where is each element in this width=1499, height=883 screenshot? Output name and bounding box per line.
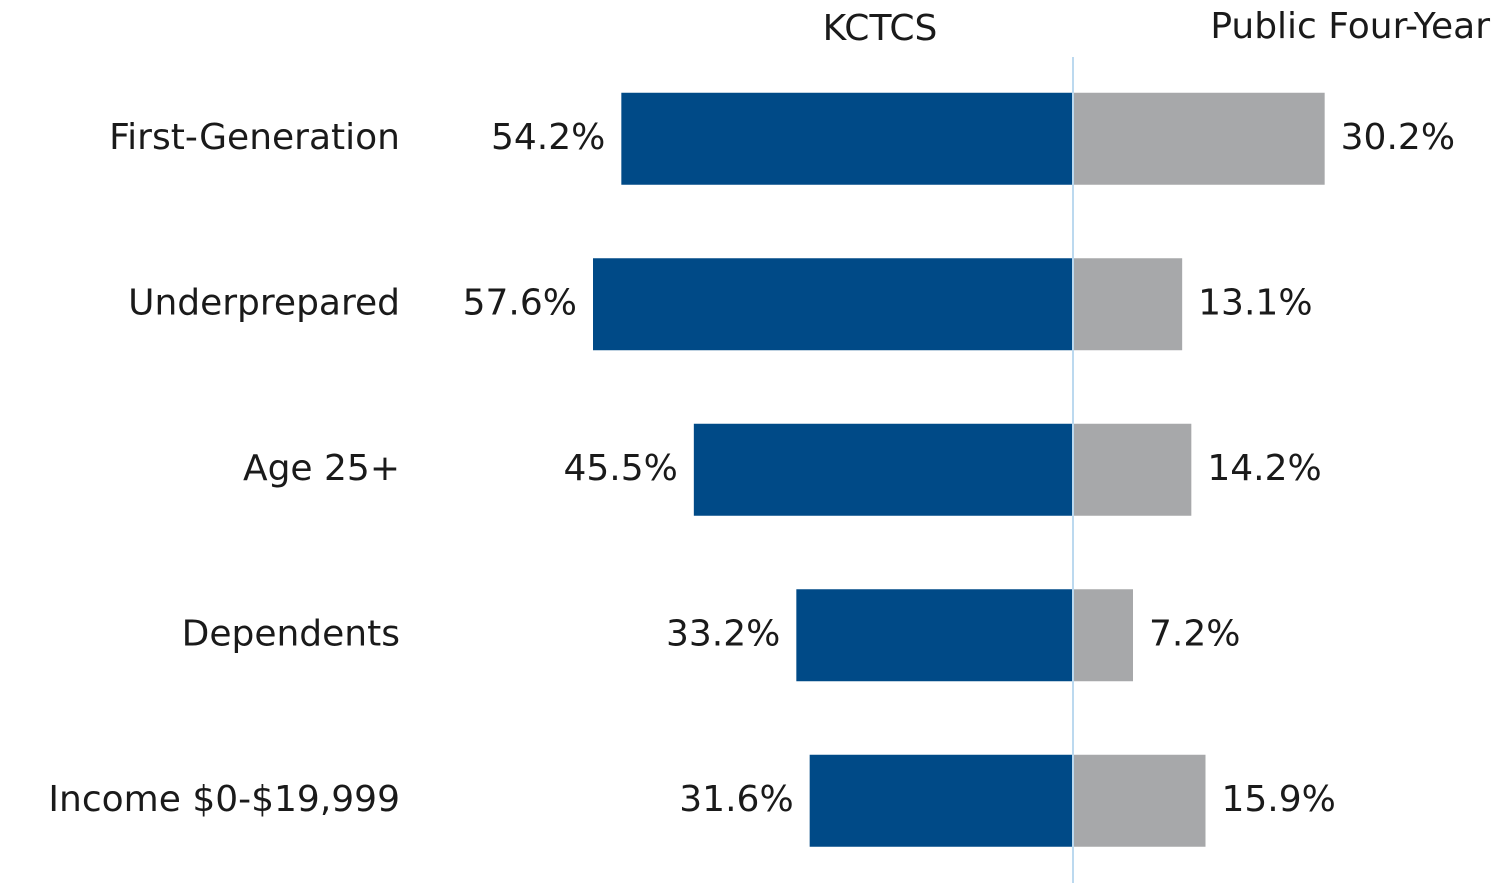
value-label: 31.6% [679, 779, 793, 820]
value-label: 54.2% [491, 117, 605, 158]
bar [796, 589, 1073, 682]
bar [593, 258, 1073, 351]
bar [1073, 92, 1325, 185]
value-label: 14.2% [1207, 448, 1321, 489]
category-label: Underprepared [128, 282, 400, 323]
series-header: KCTCS [823, 8, 938, 49]
value-label: 7.2% [1149, 613, 1240, 654]
category-label: First-Generation [109, 117, 400, 158]
value-label: 30.2% [1341, 117, 1455, 158]
value-label: 33.2% [666, 613, 780, 654]
bar [809, 754, 1073, 847]
bar [1073, 423, 1192, 516]
bar [1073, 754, 1206, 847]
value-label: 57.6% [463, 282, 577, 323]
bar [1073, 589, 1133, 682]
value-label: 45.5% [563, 448, 677, 489]
category-label: Income $0-$19,999 [48, 779, 400, 820]
value-label: 15.9% [1222, 779, 1336, 820]
bar [1073, 258, 1183, 351]
bar [621, 92, 1073, 185]
bar [693, 423, 1073, 516]
category-label: Dependents [182, 613, 400, 654]
series-header: Public Four-Year [1210, 6, 1490, 47]
category-label: Age 25+ [243, 448, 400, 489]
value-label: 13.1% [1198, 282, 1312, 323]
